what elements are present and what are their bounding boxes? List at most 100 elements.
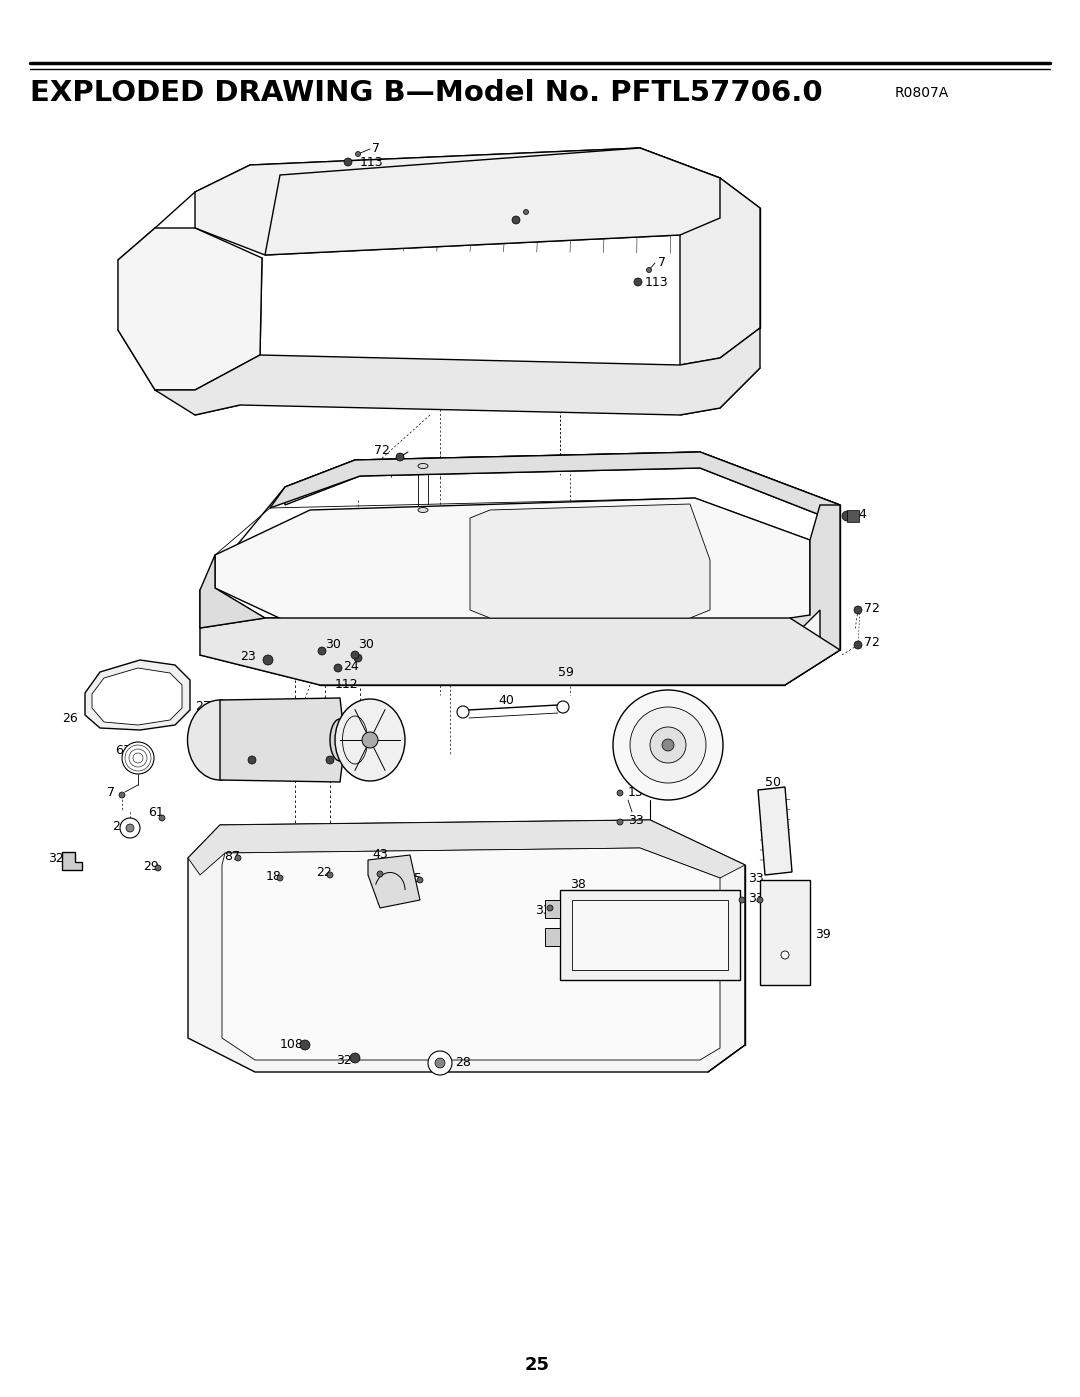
Text: 59: 59 — [558, 665, 573, 679]
Text: 24: 24 — [343, 661, 359, 673]
Text: 25: 25 — [233, 752, 248, 764]
Text: 30: 30 — [357, 638, 374, 651]
Text: 113: 113 — [527, 215, 551, 228]
Circle shape — [396, 453, 404, 461]
Polygon shape — [200, 617, 840, 685]
Text: 33: 33 — [535, 904, 551, 916]
Circle shape — [557, 701, 569, 712]
Polygon shape — [156, 328, 760, 415]
Polygon shape — [545, 900, 561, 918]
Text: 61: 61 — [148, 806, 164, 819]
Polygon shape — [545, 928, 561, 946]
Circle shape — [428, 1051, 453, 1076]
Text: 36: 36 — [672, 693, 688, 707]
Circle shape — [842, 511, 852, 521]
Text: EXPLODED DRAWING B—Model No. PFTL57706.0: EXPLODED DRAWING B—Model No. PFTL57706.0 — [30, 80, 823, 108]
Circle shape — [300, 1039, 310, 1051]
Circle shape — [159, 814, 165, 821]
Circle shape — [662, 739, 674, 752]
Polygon shape — [368, 855, 420, 908]
Circle shape — [326, 756, 334, 764]
Text: 113: 113 — [645, 277, 669, 289]
Circle shape — [435, 1058, 445, 1067]
Circle shape — [377, 870, 383, 877]
Circle shape — [457, 705, 469, 718]
Circle shape — [351, 651, 359, 659]
Text: 25: 25 — [366, 866, 382, 879]
Circle shape — [854, 641, 862, 650]
Polygon shape — [92, 668, 183, 725]
Text: 7: 7 — [540, 200, 548, 212]
Text: R0807A: R0807A — [895, 87, 949, 101]
Text: 45: 45 — [406, 872, 422, 884]
Circle shape — [546, 905, 553, 911]
Circle shape — [647, 267, 651, 272]
Polygon shape — [62, 852, 82, 870]
Text: 25: 25 — [525, 1356, 550, 1375]
Text: 18: 18 — [266, 869, 282, 883]
Text: 13: 13 — [627, 785, 644, 799]
Polygon shape — [561, 890, 740, 981]
Ellipse shape — [335, 698, 405, 781]
Circle shape — [650, 726, 686, 763]
Polygon shape — [789, 504, 840, 650]
Text: 23: 23 — [240, 651, 256, 664]
Text: 41: 41 — [352, 169, 368, 183]
Circle shape — [248, 756, 256, 764]
Circle shape — [345, 158, 352, 166]
Circle shape — [739, 897, 745, 902]
Polygon shape — [200, 453, 840, 685]
Text: 33: 33 — [748, 891, 764, 904]
Circle shape — [122, 742, 154, 774]
Circle shape — [355, 151, 361, 156]
Circle shape — [235, 855, 241, 861]
Text: 22: 22 — [316, 866, 332, 880]
Text: 30: 30 — [325, 638, 341, 651]
Circle shape — [120, 819, 140, 838]
Text: 72: 72 — [374, 443, 390, 457]
Text: 108: 108 — [280, 1038, 303, 1052]
Polygon shape — [760, 880, 810, 985]
Polygon shape — [680, 177, 760, 365]
Circle shape — [630, 707, 706, 782]
Text: 7: 7 — [658, 256, 666, 268]
Polygon shape — [188, 820, 745, 877]
Text: 113: 113 — [360, 156, 383, 169]
Circle shape — [362, 732, 378, 747]
Circle shape — [354, 654, 362, 662]
Text: 87: 87 — [224, 849, 240, 862]
Circle shape — [119, 792, 125, 798]
Polygon shape — [572, 900, 728, 970]
Polygon shape — [195, 148, 720, 256]
Text: 33: 33 — [627, 813, 644, 827]
Text: 39: 39 — [815, 929, 831, 942]
Circle shape — [334, 664, 342, 672]
Circle shape — [524, 210, 528, 215]
Text: 40: 40 — [498, 693, 514, 707]
Bar — [847, 510, 859, 522]
Polygon shape — [270, 453, 840, 515]
Ellipse shape — [418, 507, 428, 513]
Circle shape — [417, 877, 423, 883]
Circle shape — [350, 1053, 360, 1063]
Circle shape — [512, 217, 519, 224]
Ellipse shape — [188, 700, 253, 780]
Circle shape — [126, 824, 134, 833]
Text: 32: 32 — [48, 852, 64, 865]
Polygon shape — [85, 659, 190, 731]
Text: 33: 33 — [748, 872, 764, 884]
Circle shape — [617, 789, 623, 796]
Circle shape — [327, 872, 333, 877]
Polygon shape — [118, 228, 262, 390]
Circle shape — [276, 875, 283, 882]
Circle shape — [634, 278, 642, 286]
Circle shape — [617, 819, 623, 826]
Text: 72: 72 — [864, 637, 880, 650]
Text: 28: 28 — [112, 820, 127, 833]
Circle shape — [781, 951, 789, 958]
Text: 112: 112 — [335, 679, 359, 692]
Text: 4: 4 — [858, 507, 866, 521]
Text: 22: 22 — [315, 752, 330, 764]
Ellipse shape — [418, 464, 428, 468]
Circle shape — [613, 690, 723, 800]
